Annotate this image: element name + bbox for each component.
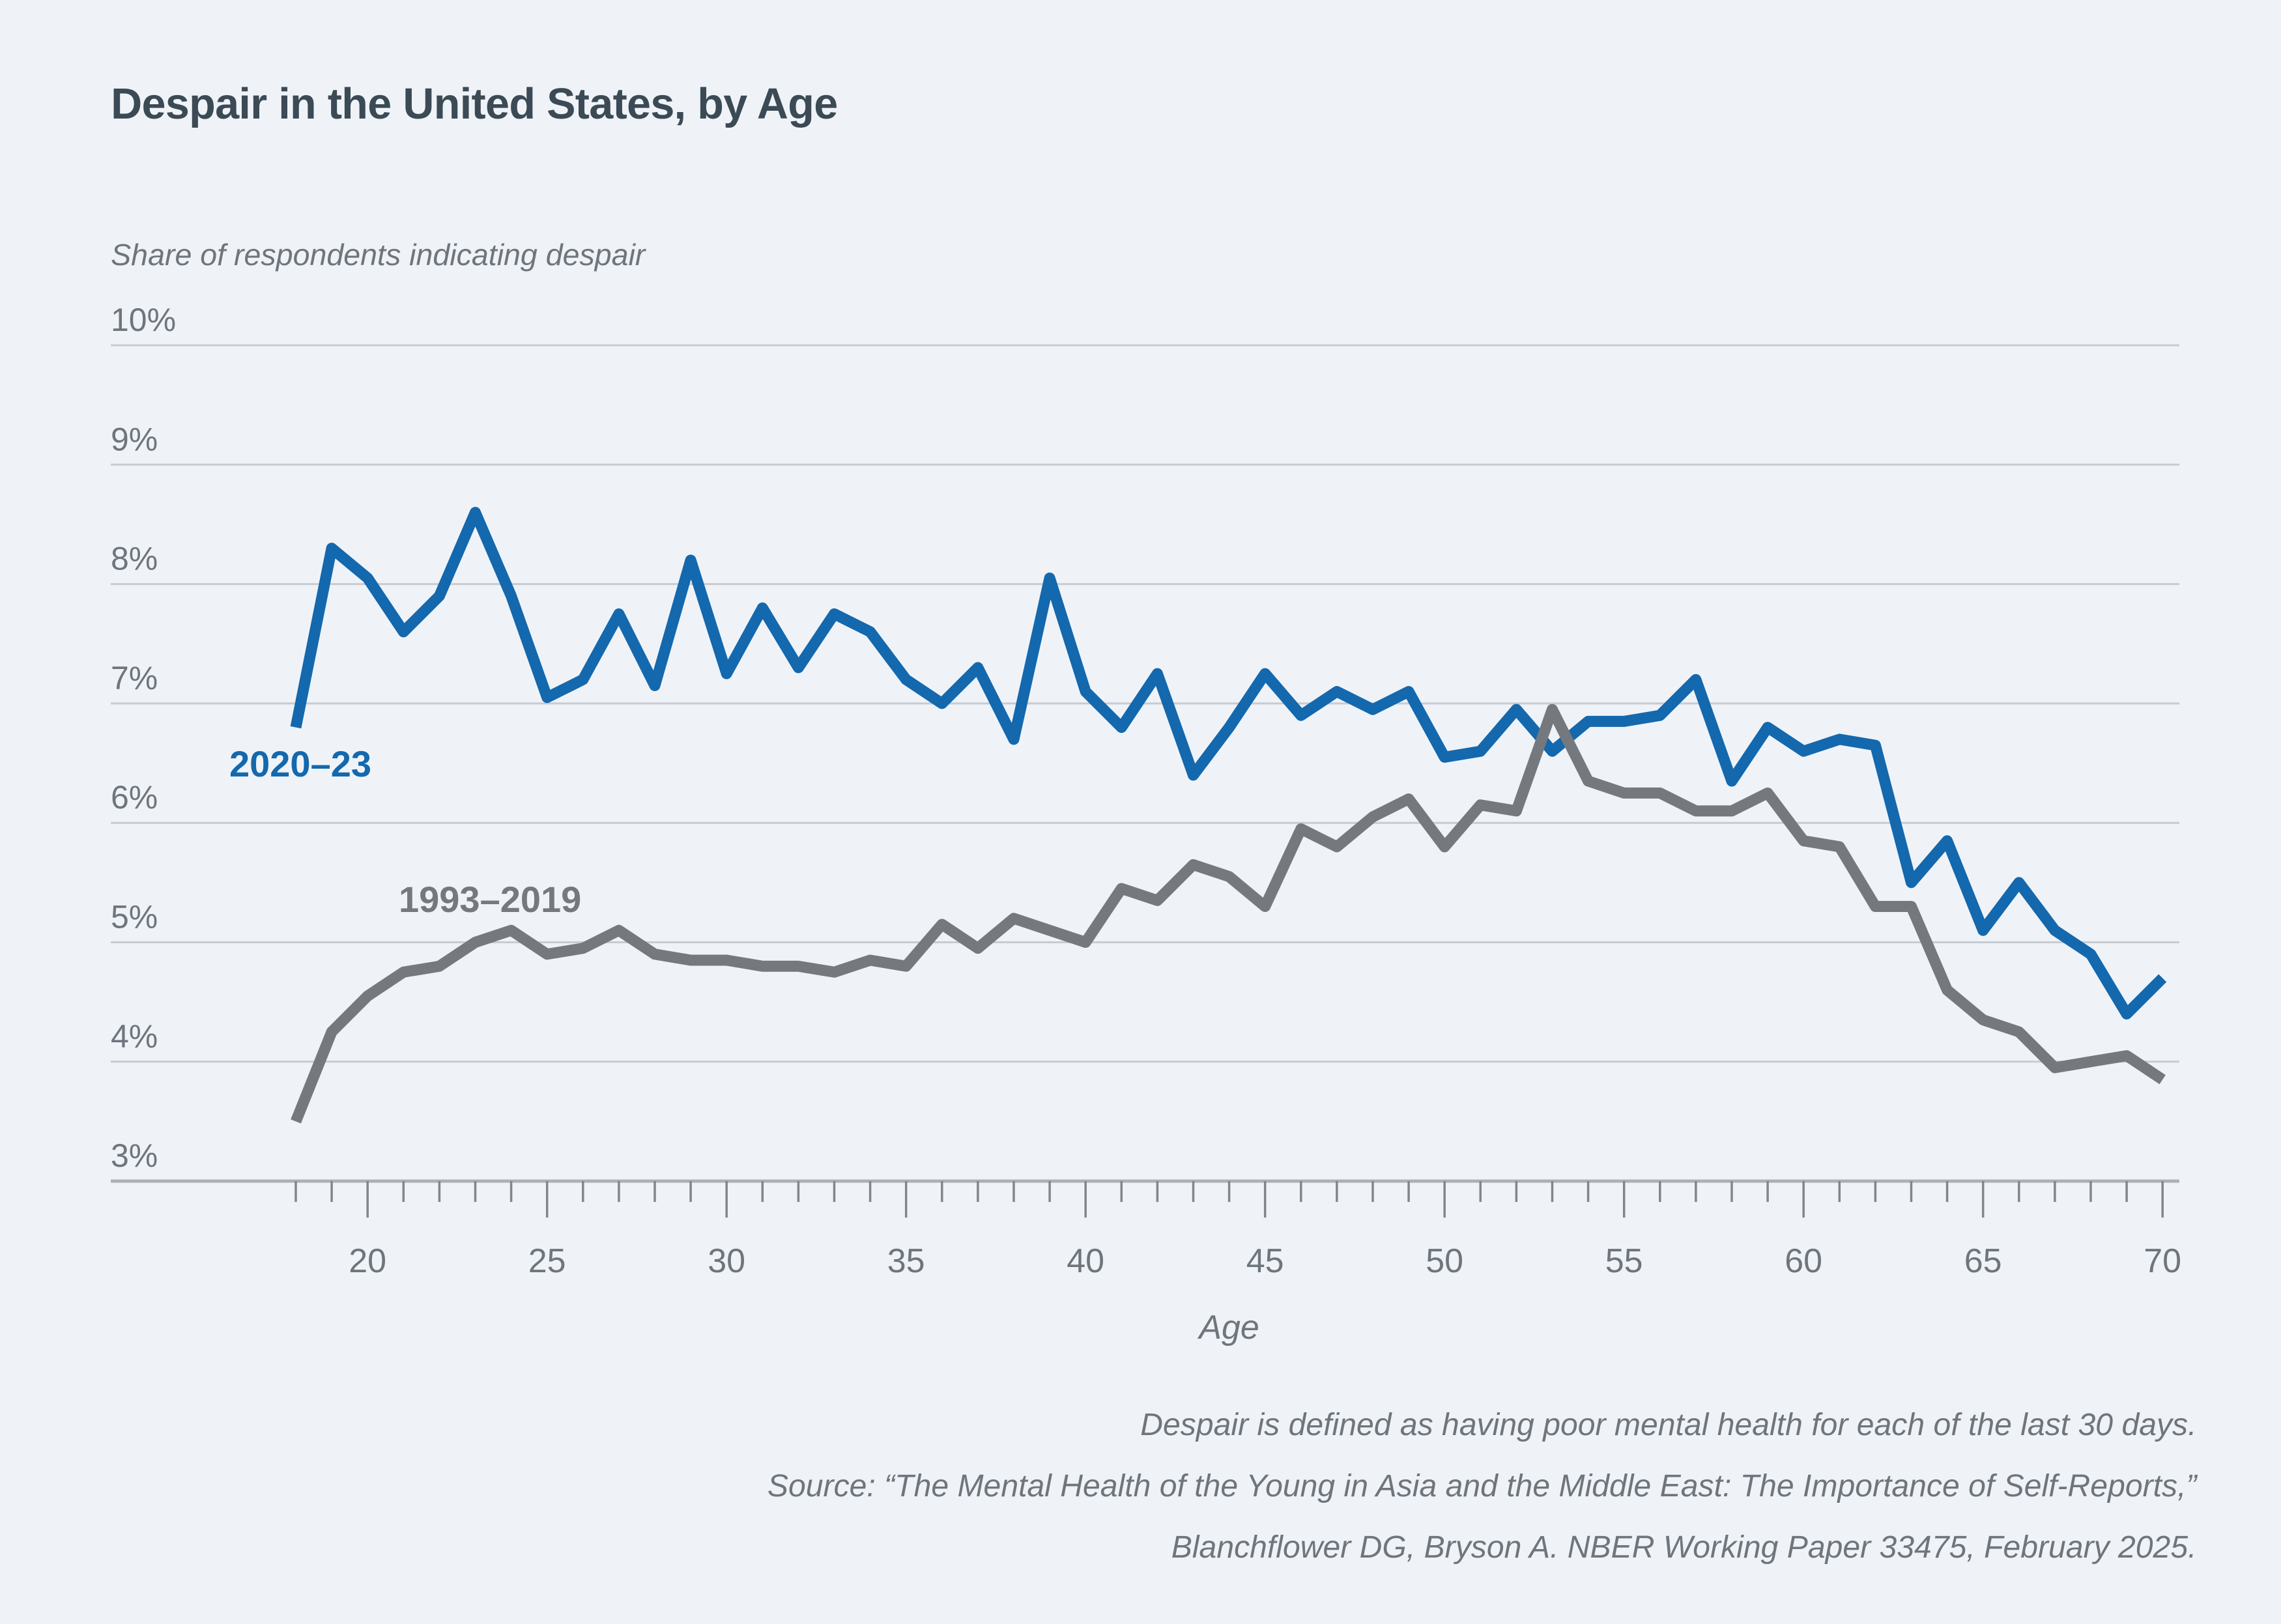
- footnote-source: Source: “The Mental Health of the Young …: [767, 1468, 2197, 1504]
- y-axis-tick-label: 3%: [111, 1137, 158, 1174]
- source-note: Despair is defined as having poor mental…: [768, 1395, 2197, 1578]
- page-title: Despair in the United States, by Age: [111, 80, 838, 129]
- y-axis-tick-label: 5%: [111, 899, 158, 935]
- series-line-1993-2019: [291, 704, 2166, 1124]
- footnote-citation: Blanchflower DG, Bryson A. NBER Working …: [1171, 1530, 2197, 1565]
- x-axis-tick-label: 20: [349, 1242, 386, 1280]
- series-label-1993-2019: 1993–2019: [399, 879, 581, 920]
- y-axis-tick-label: 6%: [111, 779, 158, 816]
- x-axis-tick-label: 30: [708, 1242, 745, 1280]
- x-axis-tick-label: 45: [1246, 1242, 1284, 1280]
- x-axis-tick-label: 70: [2144, 1242, 2181, 1280]
- x-axis-tick-label: 55: [1605, 1242, 1643, 1280]
- y-axis-tick-label: 4%: [111, 1018, 158, 1055]
- y-axis-tick-label: 7%: [111, 660, 158, 696]
- x-axis-tick-label: 25: [528, 1242, 566, 1280]
- x-axis-tick-label: 60: [1785, 1242, 1822, 1280]
- y-axis-caption: Share of respondents indicating despair: [111, 237, 646, 272]
- x-axis-tick-label: 35: [887, 1242, 925, 1280]
- y-axis-tick-label: 8%: [111, 541, 158, 577]
- y-axis-tick-label: 10%: [111, 302, 176, 338]
- x-axis-tick-label: 40: [1067, 1242, 1104, 1280]
- x-axis-tick-label: 65: [1964, 1242, 2002, 1280]
- y-axis-tick-label: 9%: [111, 421, 158, 457]
- series-line-2020-23: [290, 507, 2167, 1019]
- x-axis-title: Age: [1197, 1309, 1259, 1346]
- series-label-2020-23: 2020–23: [229, 743, 371, 784]
- x-axis-tick-label: 50: [1426, 1242, 1463, 1280]
- footnote-definition: Despair is defined as having poor mental…: [1140, 1407, 2197, 1443]
